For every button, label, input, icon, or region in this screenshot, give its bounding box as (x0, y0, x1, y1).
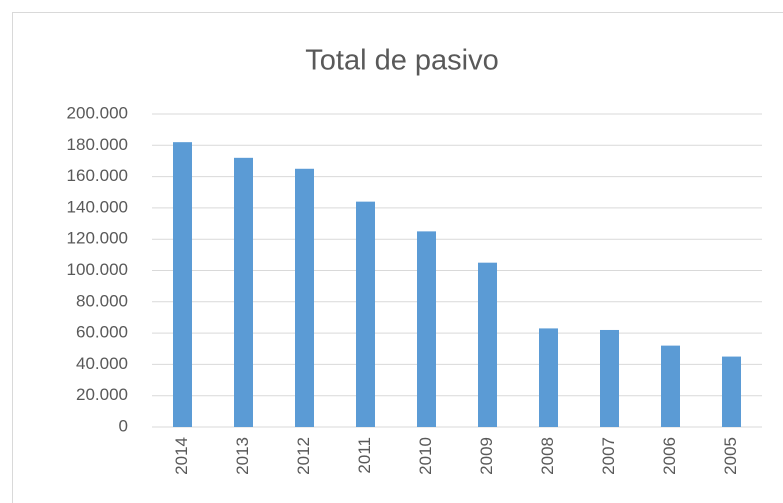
x-tick-label: 2012 (294, 437, 313, 475)
bar (234, 157, 253, 427)
y-tick-label: 160.000 (67, 166, 128, 185)
y-tick-label: 80.000 (76, 291, 128, 310)
bar (722, 356, 741, 427)
x-tick-label: 2011 (355, 437, 374, 474)
x-tick-label: 2007 (599, 437, 618, 475)
y-tick-label: 200.000 (67, 103, 128, 122)
x-tick-label: 2006 (660, 437, 679, 475)
bar (661, 345, 680, 427)
y-tick-label: 100.000 (67, 260, 128, 279)
y-tick-label: 180.000 (67, 135, 128, 154)
bar (539, 328, 558, 427)
bar (417, 231, 436, 427)
bar (295, 168, 314, 427)
bar (600, 329, 619, 427)
y-tick-label: 40.000 (76, 354, 128, 373)
y-tick-label: 140.000 (67, 197, 128, 216)
x-tick-label: 2008 (538, 437, 557, 475)
y-tick-label: 60.000 (76, 323, 128, 342)
x-tick-label: 2009 (477, 437, 496, 475)
x-tick-label: 2005 (721, 437, 740, 475)
y-tick-label: 120.000 (67, 229, 128, 248)
x-tick-label: 2014 (172, 437, 191, 475)
y-tick-label: 0 (119, 416, 128, 435)
chart-border (12, 12, 783, 503)
bar (173, 142, 192, 428)
bar (478, 262, 497, 427)
chart-title: Total de pasivo (305, 45, 498, 77)
x-tick-label: 2010 (416, 437, 435, 475)
bar (356, 201, 375, 427)
y-tick-label: 20.000 (76, 385, 128, 404)
x-tick-label: 2013 (233, 437, 252, 475)
